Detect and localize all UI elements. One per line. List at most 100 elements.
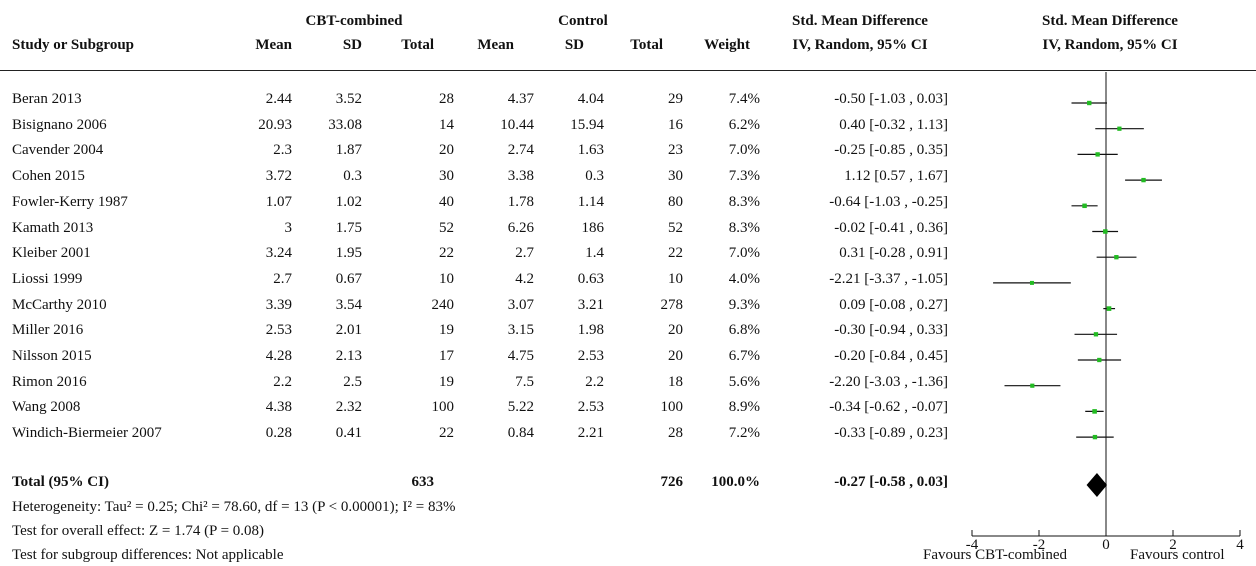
study-n2: 23 bbox=[668, 142, 683, 159]
study-name: Nilsson 2015 bbox=[12, 348, 92, 364]
point-estimate-marker bbox=[1030, 383, 1035, 388]
group1-header: CBT-combined bbox=[305, 13, 403, 29]
study-sd1: 2.01 bbox=[335, 322, 362, 339]
x-tick-label: -2 bbox=[1033, 537, 1046, 553]
study-n1: 14 bbox=[439, 116, 454, 133]
study-n2: 100 bbox=[660, 399, 684, 416]
study-name: Cohen 2015 bbox=[12, 168, 85, 185]
study-mean2: 5.22 bbox=[507, 399, 534, 416]
point-estimate-marker bbox=[1117, 126, 1122, 131]
study-name: Wang 2008 bbox=[12, 399, 81, 416]
mean2-column-header: Mean bbox=[477, 37, 514, 53]
study-n2: 278 bbox=[660, 296, 684, 313]
study-n1: 40 bbox=[439, 193, 454, 210]
study-sd2: 1.4 bbox=[585, 245, 604, 262]
study-ci: -2.21 [-3.37 , -1.05] bbox=[829, 270, 948, 287]
study-name: McCarthy 2010 bbox=[12, 296, 107, 313]
total2-column-header: Total bbox=[630, 37, 663, 53]
study-sd1: 1.95 bbox=[335, 245, 362, 262]
study-n2: 16 bbox=[668, 116, 683, 133]
study-mean2: 4.37 bbox=[507, 91, 534, 107]
study-mean2: 7.5 bbox=[515, 373, 534, 390]
study-name: Kleiber 2001 bbox=[12, 245, 91, 262]
study-n2: 80 bbox=[668, 193, 683, 210]
study-name: Liossi 1999 bbox=[12, 270, 83, 287]
total-n1: 633 bbox=[411, 474, 435, 490]
study-ci: -0.02 [-0.41 , 0.36] bbox=[834, 219, 948, 236]
smd-header: Std. Mean Difference bbox=[792, 13, 928, 29]
study-sd2: 1.98 bbox=[577, 322, 604, 339]
study-ci: -2.20 [-3.03 , -1.36] bbox=[829, 373, 948, 390]
study-mean2: 1.78 bbox=[507, 193, 534, 210]
study-sd2: 1.63 bbox=[577, 142, 604, 159]
study-sd1: 33.08 bbox=[328, 116, 362, 133]
study-ci: -0.34 [-0.62 , -0.07] bbox=[829, 399, 948, 416]
point-estimate-marker bbox=[1082, 203, 1087, 209]
study-mean2: 10.44 bbox=[500, 116, 534, 133]
study-name: Windich-Biermeier 2007 bbox=[12, 425, 162, 442]
study-sd2: 2.21 bbox=[577, 425, 604, 442]
study-weight: 7.2% bbox=[728, 425, 760, 442]
study-n2: 18 bbox=[668, 373, 683, 390]
smd-subheader: IV, Random, 95% CI bbox=[792, 37, 928, 53]
study-n1: 22 bbox=[439, 425, 454, 442]
study-n2: 20 bbox=[668, 322, 683, 339]
study-sd1: 0.3 bbox=[343, 168, 362, 185]
x-tick-label: 2 bbox=[1169, 537, 1177, 553]
study-ci: 0.40 [-0.32 , 1.13] bbox=[839, 116, 948, 133]
plot-subheader: IV, Random, 95% CI bbox=[1042, 37, 1178, 53]
point-estimate-marker bbox=[1093, 332, 1099, 337]
study-mean1: 2.2 bbox=[273, 373, 292, 390]
study-mean1: 2.7 bbox=[273, 270, 292, 287]
study-mean2: 3.15 bbox=[507, 322, 534, 339]
study-weight: 7.3% bbox=[728, 168, 760, 185]
study-name: Beran 2013 bbox=[12, 91, 82, 107]
study-sd1: 1.87 bbox=[335, 142, 362, 159]
study-weight: 8.9% bbox=[728, 399, 760, 416]
study-weight: 9.3% bbox=[728, 296, 760, 313]
study-ci: -0.50 [-1.03 , 0.03] bbox=[834, 91, 948, 107]
study-ci: -0.33 [-0.89 , 0.23] bbox=[834, 425, 948, 442]
study-n2: 10 bbox=[668, 270, 683, 287]
header-divider bbox=[0, 70, 1256, 71]
subgroup-note: Test for subgroup differences: Not appli… bbox=[12, 547, 284, 563]
study-mean1: 3.39 bbox=[265, 296, 292, 313]
study-sd2: 186 bbox=[581, 219, 605, 236]
study-n1: 22 bbox=[439, 245, 454, 262]
study-name: Miller 2016 bbox=[12, 322, 84, 339]
study-mean2: 3.38 bbox=[507, 168, 534, 185]
study-name: Rimon 2016 bbox=[12, 373, 87, 390]
study-weight: 6.8% bbox=[728, 322, 760, 339]
study-ci: -0.20 [-0.84 , 0.45] bbox=[834, 348, 948, 364]
study-name: Kamath 2013 bbox=[12, 219, 94, 236]
point-estimate-marker bbox=[1087, 100, 1092, 106]
study-n1: 17 bbox=[439, 348, 454, 364]
study-sd2: 15.94 bbox=[570, 116, 604, 133]
study-n2: 22 bbox=[668, 245, 683, 262]
total-label: Total (95% CI) bbox=[12, 474, 109, 490]
point-estimate-marker bbox=[1092, 409, 1097, 414]
study-n2: 30 bbox=[668, 168, 683, 185]
study-n1: 20 bbox=[439, 142, 454, 159]
x-tick-label: 0 bbox=[1102, 537, 1110, 553]
study-mean2: 2.74 bbox=[507, 142, 534, 159]
study-ci: -0.64 [-1.03 , -0.25] bbox=[829, 193, 948, 210]
study-mean2: 4.2 bbox=[515, 270, 534, 287]
study-mean1: 4.38 bbox=[265, 399, 292, 416]
favours-right-label: Favours control bbox=[1130, 547, 1225, 563]
heterogeneity-note: Heterogeneity: Tau² = 0.25; Chi² = 78.60… bbox=[12, 499, 456, 515]
study-sd1: 2.5 bbox=[343, 373, 362, 390]
study-n1: 19 bbox=[439, 322, 454, 339]
study-mean1: 3.72 bbox=[265, 168, 292, 185]
study-ci: 0.09 [-0.08 , 0.27] bbox=[839, 296, 948, 313]
point-estimate-marker bbox=[1106, 306, 1112, 311]
study-sd2: 0.3 bbox=[585, 168, 604, 185]
study-mean2: 3.07 bbox=[507, 296, 534, 313]
study-mean2: 4.75 bbox=[507, 348, 534, 364]
study-sd2: 0.63 bbox=[577, 270, 604, 287]
study-mean2: 2.7 bbox=[515, 245, 534, 262]
study-mean1: 2.3 bbox=[273, 142, 292, 159]
plot-header: Std. Mean Difference bbox=[1042, 13, 1178, 29]
